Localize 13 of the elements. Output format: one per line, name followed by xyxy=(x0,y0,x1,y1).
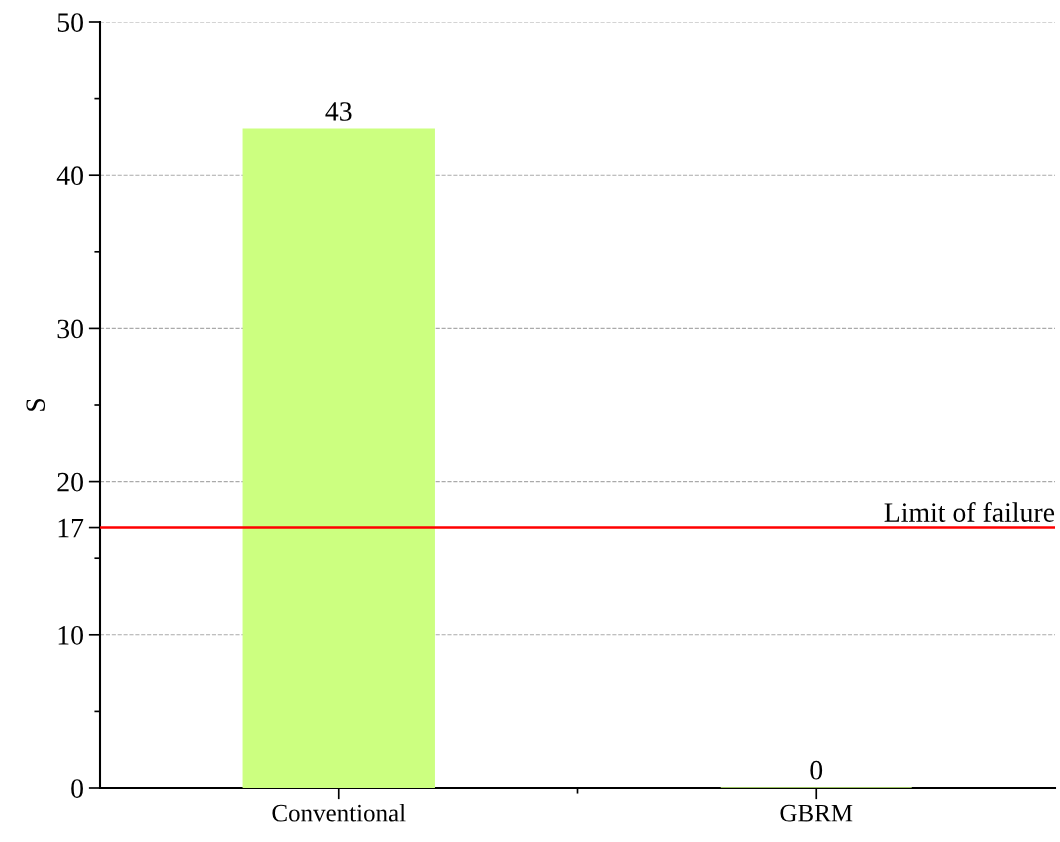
y-tick-label: 10 xyxy=(58,625,83,645)
y-tick-label: 17 xyxy=(58,518,84,538)
y-tick-label: 50 xyxy=(57,13,83,32)
x-tick-label: Conventional xyxy=(272,803,406,822)
x-tick-label: GBRM xyxy=(780,804,853,822)
y-tick-label: 20 xyxy=(57,472,83,492)
ref-line-label: Limit of failure xyxy=(884,502,1055,522)
y-axis-title: S xyxy=(26,399,46,411)
data-label: 43 xyxy=(325,102,352,121)
data-label: 0 xyxy=(810,760,823,780)
y-tick-label: 0 xyxy=(71,779,83,798)
y-tick-label: 40 xyxy=(56,166,83,186)
y-tick-label: 30 xyxy=(57,319,83,339)
